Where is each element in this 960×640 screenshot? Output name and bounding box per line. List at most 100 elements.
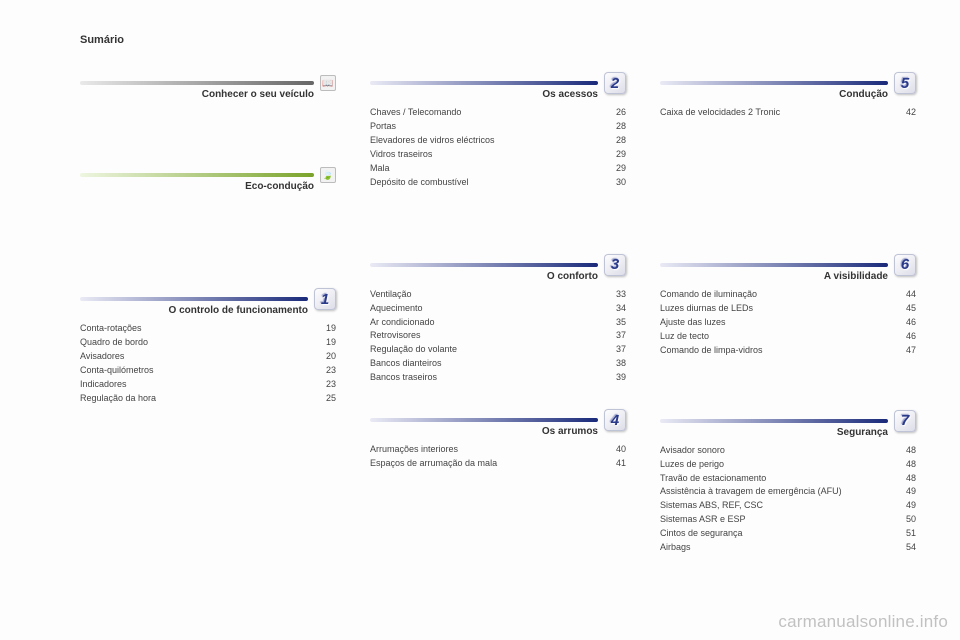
toc-row: Avisador sonoro48 bbox=[660, 444, 916, 458]
section-list: Caixa de velocidades 2 Tronic42 bbox=[660, 106, 916, 120]
toc-page: 29 bbox=[602, 162, 626, 176]
toc-row: Portas28 bbox=[370, 120, 626, 134]
toc-page: 48 bbox=[892, 444, 916, 458]
toc-label: Conta-quilómetros bbox=[80, 364, 312, 378]
toc-row: Arrumações interiores40 bbox=[370, 443, 626, 457]
toc-row: Regulação do volante37 bbox=[370, 343, 626, 357]
toc-page: 42 bbox=[892, 106, 916, 120]
toc-label: Chaves / Telecomando bbox=[370, 106, 602, 120]
toc-label: Avisadores bbox=[80, 350, 312, 364]
toc-page: 28 bbox=[602, 134, 626, 148]
toc-row: Comando de limpa-vidros47 bbox=[660, 344, 916, 358]
toc-row: Regulação da hora25 bbox=[80, 392, 336, 406]
toc-row: Bancos dianteiros38 bbox=[370, 357, 626, 371]
toc-label: Travão de estacionamento bbox=[660, 472, 892, 486]
column-3: Condução 5 Caixa de velocidades 2 Tronic… bbox=[660, 72, 916, 579]
toc-row: Caixa de velocidades 2 Tronic42 bbox=[660, 106, 916, 120]
toc-label: Cintos de segurança bbox=[660, 527, 892, 541]
section-intro-vehicle: Conhecer o seu veículo 📖 bbox=[80, 72, 336, 100]
toc-row: Bancos traseiros39 bbox=[370, 371, 626, 385]
toc-row: Comando de iluminação44 bbox=[660, 288, 916, 302]
toc-label: Ajuste das luzes bbox=[660, 316, 892, 330]
section-bar: Os arrumos bbox=[370, 418, 598, 422]
toc-page: 35 bbox=[602, 316, 626, 330]
toc-row: Elevadores de vidros eléctricos28 bbox=[370, 134, 626, 148]
section-number-badge: 4 bbox=[604, 409, 626, 431]
section-title: O controlo de funcionamento bbox=[169, 305, 308, 316]
section-bar: Conhecer o seu veículo bbox=[80, 81, 314, 85]
toc-page: 25 bbox=[312, 392, 336, 406]
toc-label: Portas bbox=[370, 120, 602, 134]
toc-row: Vidros traseiros29 bbox=[370, 148, 626, 162]
toc-page: 54 bbox=[892, 541, 916, 555]
toc-label: Airbags bbox=[660, 541, 892, 555]
toc-page: 23 bbox=[312, 364, 336, 378]
toc-label: Espaços de arrumação da mala bbox=[370, 457, 602, 471]
toc-row: Sistemas ASR e ESP50 bbox=[660, 513, 916, 527]
toc-page: 34 bbox=[602, 302, 626, 316]
section-6: A visibilidade 6 Comando de iluminação44… bbox=[660, 254, 916, 358]
toc-label: Ventilação bbox=[370, 288, 602, 302]
toc-label: Indicadores bbox=[80, 378, 312, 392]
toc-label: Depósito de combustível bbox=[370, 176, 602, 190]
toc-page: 19 bbox=[312, 322, 336, 336]
toc-row: Luzes de perigo48 bbox=[660, 458, 916, 472]
toc-label: Regulação do volante bbox=[370, 343, 602, 357]
toc-label: Conta-rotações bbox=[80, 322, 312, 336]
section-number-badge: 5 bbox=[894, 72, 916, 94]
toc-label: Avisador sonoro bbox=[660, 444, 892, 458]
toc-row: Luz de tecto46 bbox=[660, 330, 916, 344]
section-2: Os acessos 2 Chaves / Telecomando26 Port… bbox=[370, 72, 626, 190]
toc-label: Comando de limpa-vidros bbox=[660, 344, 892, 358]
toc-page: 37 bbox=[602, 343, 626, 357]
toc-label: Regulação da hora bbox=[80, 392, 312, 406]
section-title: Os arrumos bbox=[542, 426, 598, 437]
toc-row: Sistemas ABS, REF, CSC49 bbox=[660, 499, 916, 513]
toc-label: Luz de tecto bbox=[660, 330, 892, 344]
toc-page: 46 bbox=[892, 316, 916, 330]
toc-row: Luzes diurnas de LEDs45 bbox=[660, 302, 916, 316]
toc-row: Airbags54 bbox=[660, 541, 916, 555]
toc-page: 48 bbox=[892, 472, 916, 486]
toc-page: 41 bbox=[602, 457, 626, 471]
column-1: Conhecer o seu veículo 📖 Eco-condução 🍃 bbox=[80, 72, 336, 579]
toc-page: 49 bbox=[892, 499, 916, 513]
section-title: Segurança bbox=[837, 427, 888, 438]
toc-page: 39 bbox=[602, 371, 626, 385]
toc-row: Conta-quilómetros23 bbox=[80, 364, 336, 378]
section-list: Arrumações interiores40 Espaços de arrum… bbox=[370, 443, 626, 471]
toc-label: Sistemas ABS, REF, CSC bbox=[660, 499, 892, 513]
page-title: Sumário bbox=[80, 34, 960, 46]
section-bar: A visibilidade bbox=[660, 263, 888, 267]
toc-row: Indicadores23 bbox=[80, 378, 336, 392]
toc-label: Sistemas ASR e ESP bbox=[660, 513, 892, 527]
toc-label: Bancos traseiros bbox=[370, 371, 602, 385]
toc-row: Mala29 bbox=[370, 162, 626, 176]
section-list: Chaves / Telecomando26 Portas28 Elevador… bbox=[370, 106, 626, 190]
toc-page: 51 bbox=[892, 527, 916, 541]
section-bar: Condução bbox=[660, 81, 888, 85]
section-title: Condução bbox=[839, 89, 888, 100]
toc-row: Espaços de arrumação da mala41 bbox=[370, 457, 626, 471]
section-list: Comando de iluminação44 Luzes diurnas de… bbox=[660, 288, 916, 358]
section-title: O conforto bbox=[547, 271, 598, 282]
toc-row: Avisadores20 bbox=[80, 350, 336, 364]
toc-label: Comando de iluminação bbox=[660, 288, 892, 302]
toc-label: Luzes de perigo bbox=[660, 458, 892, 472]
section-list: Conta-rotações19 Quadro de bordo19 Avisa… bbox=[80, 322, 336, 406]
section-number-badge: 1 bbox=[314, 288, 336, 310]
toc-label: Mala bbox=[370, 162, 602, 176]
toc-page: 20 bbox=[312, 350, 336, 364]
toc-label: Elevadores de vidros eléctricos bbox=[370, 134, 602, 148]
toc-label: Arrumações interiores bbox=[370, 443, 602, 457]
toc-page: 40 bbox=[602, 443, 626, 457]
section-title: A visibilidade bbox=[824, 271, 888, 282]
toc-row: Depósito de combustível30 bbox=[370, 176, 626, 190]
leaf-icon: 🍃 bbox=[320, 167, 336, 183]
toc-page: 38 bbox=[602, 357, 626, 371]
toc-page: 23 bbox=[312, 378, 336, 392]
section-title: Eco-condução bbox=[245, 181, 314, 192]
columns: Conhecer o seu veículo 📖 Eco-condução 🍃 bbox=[80, 72, 960, 579]
section-5: Condução 5 Caixa de velocidades 2 Tronic… bbox=[660, 72, 916, 120]
section-eco: Eco-condução 🍃 bbox=[80, 164, 336, 192]
